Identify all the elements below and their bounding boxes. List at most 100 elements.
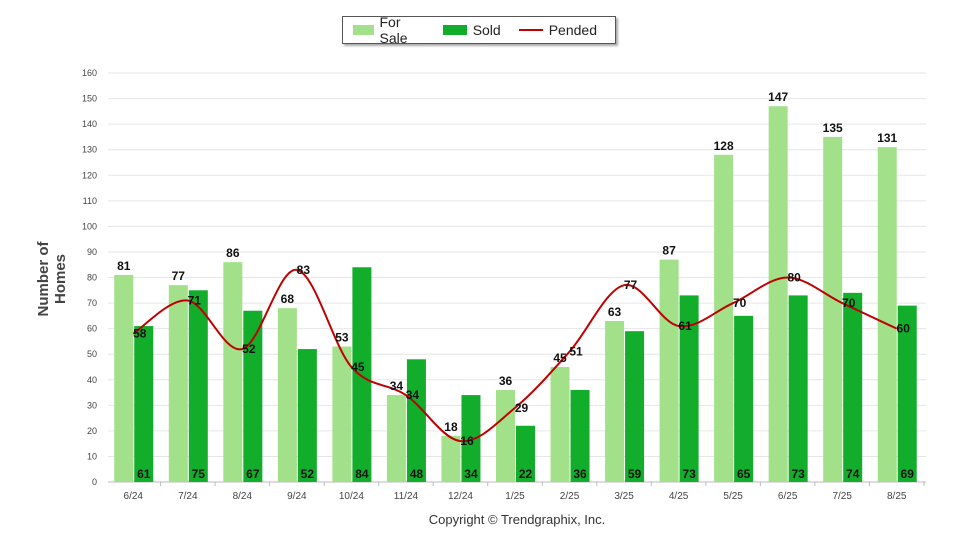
data-label-sold: 34 [464, 467, 478, 481]
data-label-for-sale: 81 [117, 259, 131, 273]
y-tick-label: 40 [87, 375, 97, 385]
y-tick-label: 130 [82, 145, 97, 155]
bar-for-sale [223, 262, 243, 482]
x-tick-label: 2/25 [560, 491, 580, 502]
data-label-pended: 51 [569, 345, 583, 359]
data-label-for-sale: 18 [444, 420, 458, 434]
bar-sold [734, 315, 754, 482]
copyright-footer: Copyright © Trendgraphix, Inc. [428, 512, 606, 527]
data-label-sold: 48 [410, 467, 424, 481]
bar-for-sale [496, 389, 515, 482]
data-label-for-sale: 135 [823, 121, 843, 135]
data-label-pended: 83 [297, 263, 311, 277]
data-label-pended: 70 [842, 296, 856, 310]
y-tick-label: 60 [87, 324, 97, 334]
data-label-sold: 61 [137, 467, 151, 481]
data-label-for-sale: 77 [172, 269, 186, 283]
data-label-sold: 73 [791, 467, 805, 481]
x-tick-label: 1/25 [505, 491, 525, 502]
x-tick-label: 6/25 [778, 491, 798, 502]
data-label-pended: 45 [351, 360, 365, 374]
data-label-sold: 36 [573, 467, 587, 481]
x-tick-label: 8/25 [887, 491, 907, 502]
y-tick-label: 110 [83, 196, 97, 206]
legend-label-for-sale: For Sale [379, 14, 408, 46]
data-label-sold: 74 [846, 467, 860, 481]
data-label-sold: 59 [628, 467, 642, 481]
x-tick-label: 9/24 [287, 491, 307, 502]
data-label-sold: 73 [682, 467, 696, 481]
bar-sold [625, 331, 645, 482]
data-label-for-sale: 34 [390, 379, 404, 393]
y-tick-label: 50 [87, 349, 97, 359]
legend-swatch-sold [442, 25, 467, 35]
bar-sold [461, 395, 481, 482]
bar-sold [188, 290, 208, 482]
data-label-sold: 75 [192, 467, 206, 481]
bar-sold [297, 349, 317, 482]
x-tick-label: 7/25 [832, 491, 852, 502]
data-label-pended: 16 [460, 434, 474, 448]
bar-for-sale [332, 346, 352, 482]
y-tick-label: 70 [87, 298, 97, 308]
legend: For Sale Sold Pended [342, 14, 616, 46]
data-label-pended: 70 [733, 296, 747, 310]
legend-item-pended: Pended [518, 22, 597, 38]
data-label-for-sale: 131 [877, 131, 897, 145]
bar-sold [516, 425, 535, 482]
x-tick-label: 10/24 [339, 491, 364, 502]
data-label-pended: 52 [242, 342, 256, 356]
legend-item-sold: Sold [442, 22, 501, 38]
bar-sold [897, 305, 917, 482]
y-tick-label: 100 [82, 221, 97, 231]
bar-for-sale [659, 259, 679, 482]
x-tick-label: 12/24 [448, 491, 473, 502]
data-label-for-sale: 45 [553, 351, 567, 365]
bar-for-sale [386, 395, 406, 482]
data-label-sold: 67 [246, 467, 260, 481]
pended-line [132, 268, 898, 443]
data-label-pended: 80 [787, 271, 801, 285]
y-tick-label: 30 [87, 400, 97, 410]
y-tick-label: 140 [82, 119, 97, 129]
data-label-pended: 29 [515, 401, 529, 415]
bar-for-sale [168, 285, 188, 482]
data-label-pended: 34 [406, 388, 420, 402]
bar-for-sale [768, 106, 788, 482]
bar-for-sale [823, 136, 843, 482]
data-label-sold: 52 [301, 467, 315, 481]
data-label-for-sale: 53 [335, 331, 349, 345]
data-label-for-sale: 147 [768, 90, 788, 104]
bar-for-sale [441, 435, 461, 482]
x-tick-label: 4/25 [669, 491, 689, 502]
data-label-for-sale: 87 [662, 244, 676, 258]
bar-sold [570, 389, 590, 482]
data-label-for-sale: 63 [608, 305, 622, 319]
data-label-sold: 65 [737, 467, 751, 481]
legend-swatch-for-sale [353, 25, 374, 35]
x-tick-label: 8/24 [233, 491, 253, 502]
bar-sold [406, 359, 426, 482]
bar-for-sale [277, 308, 297, 482]
x-tick-label: 3/25 [614, 491, 634, 502]
data-label-sold: 84 [355, 467, 369, 481]
x-tick-label: 6/24 [124, 491, 144, 502]
data-label-sold: 69 [901, 467, 915, 481]
data-label-sold: 22 [519, 467, 533, 481]
bar-for-sale [714, 154, 734, 483]
x-tick-label: 7/24 [178, 491, 198, 502]
bar-for-sale [550, 366, 570, 482]
y-tick-label: 150 [82, 94, 97, 104]
bar-sold [843, 292, 863, 482]
bar-sold [352, 267, 372, 482]
bar-sold [788, 295, 808, 482]
y-tick-label: 80 [87, 273, 97, 283]
y-tick-label: 20 [87, 426, 97, 436]
bar-for-sale [877, 147, 897, 482]
y-tick-label: 120 [82, 170, 97, 180]
bar-sold [679, 295, 699, 482]
y-tick-label: 0 [92, 477, 97, 487]
data-label-pended: 71 [188, 294, 202, 308]
y-tick-label: 90 [87, 247, 97, 257]
